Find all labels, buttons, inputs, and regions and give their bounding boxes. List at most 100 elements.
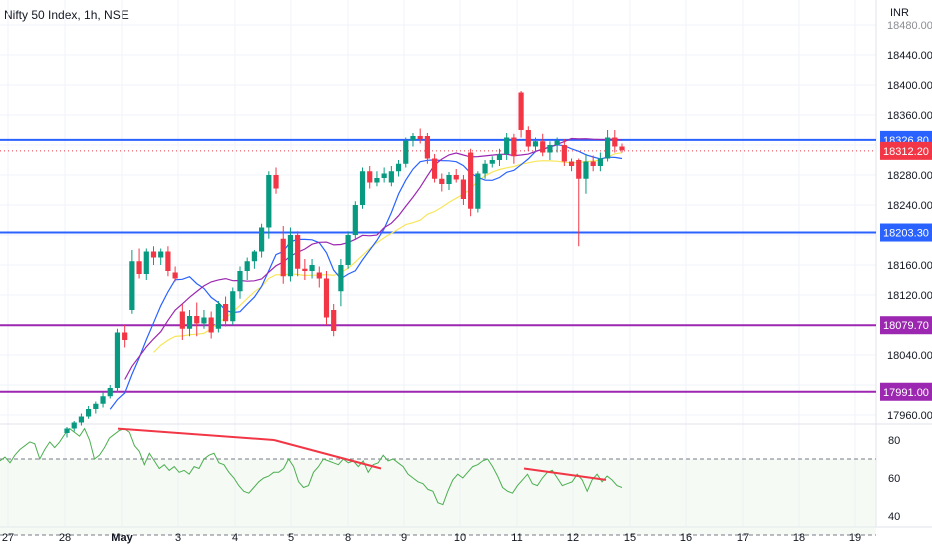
candle-body [597, 158, 603, 166]
candle-body [215, 304, 221, 329]
candle-body [280, 238, 286, 277]
candle-body [554, 140, 560, 145]
candle-body [374, 178, 380, 183]
candle-body [532, 141, 539, 147]
candle-body [287, 235, 294, 277]
price-label-box [880, 316, 932, 335]
time-axis: 27 28 May 3 4 5 8 9 10 11 12 15 16 17 18 19 [2, 532, 861, 544]
price-label: 18312.20 [883, 146, 929, 158]
candle-body [576, 160, 582, 179]
candle-body [222, 304, 229, 322]
horizontal-levels [0, 138, 876, 393]
candle-body [331, 310, 337, 331]
divergence-line [523, 467, 607, 481]
time-tick: 3 [175, 532, 181, 544]
rsi-line [0, 427, 623, 506]
candle-body [259, 227, 265, 252]
candle-body [295, 235, 301, 269]
candle-body [453, 175, 459, 180]
candle-body [604, 137, 611, 159]
candle-body [561, 145, 567, 162]
price-label: 17991.00 [883, 387, 929, 399]
candle-body [266, 175, 272, 228]
candle-body [496, 154, 503, 160]
candle-body [114, 332, 121, 388]
candle-body [417, 136, 423, 139]
candle-body [446, 175, 452, 184]
time-tick: 19 [849, 532, 861, 544]
moving-averages [109, 137, 623, 410]
candle-body [410, 136, 416, 141]
candle-body [403, 140, 409, 164]
candle-body [244, 261, 250, 271]
price-tick: 18480.00 [887, 20, 932, 32]
time-tick: 16 [680, 532, 692, 544]
ma-purple [124, 137, 623, 380]
candle-body [302, 268, 308, 271]
candle-body [525, 130, 531, 147]
candle-body [309, 265, 315, 271]
divergence-line [117, 427, 275, 441]
candle-body [64, 428, 70, 433]
time-tick: 27 [2, 532, 14, 544]
rsi-tick: 80 [888, 435, 900, 447]
time-tick: 18 [793, 532, 805, 544]
candle-body [612, 137, 618, 147]
time-tick: 9 [401, 532, 407, 544]
candle-body [179, 311, 185, 329]
candle-body [518, 92, 524, 130]
price-tick: 18040.00 [887, 350, 932, 362]
candle-body [230, 291, 236, 322]
candle-body [424, 136, 430, 159]
time-tick: 5 [288, 532, 294, 544]
price-tick: 18240.00 [887, 200, 932, 212]
price-tick: 18120.00 [887, 290, 932, 302]
rsi-tick: 40 [888, 511, 900, 523]
candle-body [129, 261, 135, 310]
candle-body [78, 416, 85, 423]
candle-body [323, 278, 330, 318]
candle-body [468, 152, 474, 209]
candle-body [338, 265, 344, 292]
rsi-divergence-lines [117, 427, 607, 481]
candle-body [475, 173, 481, 209]
candle-body [482, 163, 488, 174]
candle-body [540, 141, 546, 153]
candle-body [201, 317, 207, 324]
candle-body [158, 251, 164, 258]
candle-body [460, 179, 467, 199]
price-tick: 18160.00 [887, 260, 932, 272]
candle-body [100, 396, 106, 404]
time-tick: 15 [624, 532, 636, 544]
candle-body [107, 388, 113, 397]
time-tick: 8 [345, 532, 351, 544]
rsi-tick: 60 [888, 473, 900, 485]
time-tick: 17 [737, 532, 749, 544]
price-label: 18203.30 [883, 228, 929, 240]
candle-body [590, 161, 596, 166]
divergence-line [273, 439, 382, 470]
rsi-pane [0, 427, 876, 536]
price-label: 18079.70 [883, 320, 929, 332]
candle-body [489, 160, 495, 164]
time-tick: May [111, 532, 133, 544]
candle-body [352, 205, 358, 235]
price-label-box [880, 141, 932, 160]
candle-body [136, 261, 142, 274]
candle-body [619, 146, 625, 151]
time-tick: 12 [567, 532, 579, 544]
rsi-band [0, 459, 876, 535]
candle-body [381, 173, 387, 178]
candle-body [71, 422, 77, 429]
candle-body [504, 137, 510, 154]
candle-body [251, 251, 258, 262]
time-tick: 4 [232, 532, 238, 544]
candle-body [237, 271, 243, 292]
candle-body [547, 145, 553, 153]
ma-yellow [153, 152, 623, 353]
candle-body [439, 178, 445, 184]
candle-body [359, 171, 366, 205]
